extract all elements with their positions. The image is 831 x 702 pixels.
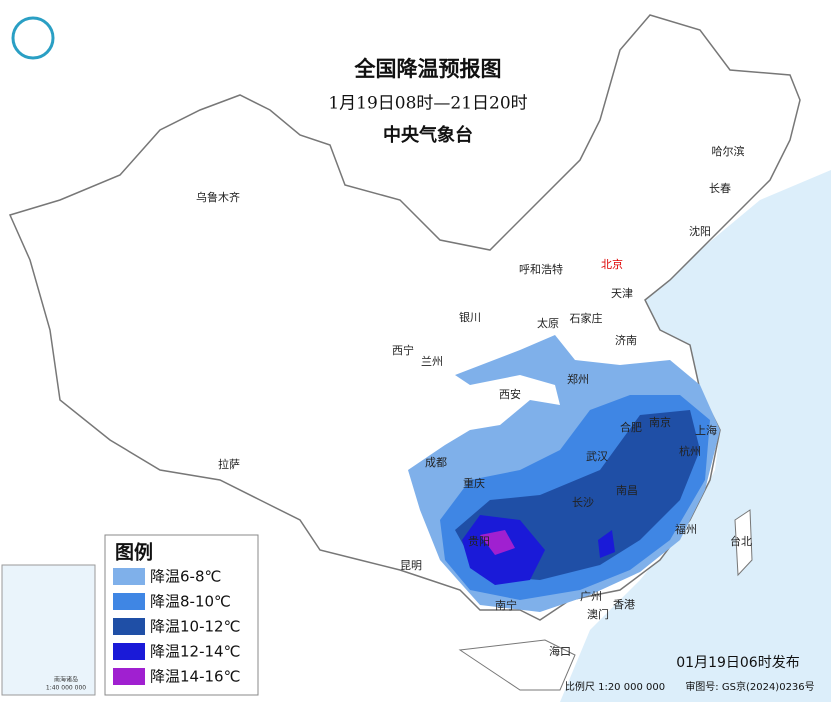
cooling-14-16: [480, 530, 515, 555]
city-label: 福州: [675, 522, 697, 536]
legend-label: 降温10-12℃: [150, 618, 240, 636]
scale: 比例尺 1:20 000 000: [565, 680, 665, 693]
inset-title: 南海诸岛: [54, 676, 78, 684]
title: 全国降温预报图: [354, 57, 502, 81]
sea: [560, 170, 831, 702]
city-label: 北京: [601, 257, 623, 271]
city-label: 重庆: [463, 476, 485, 490]
city-label: 长春: [709, 182, 731, 195]
city-label: 西宁: [392, 343, 414, 357]
city-label: 杭州: [679, 444, 701, 458]
legend-title: 图例: [115, 541, 153, 564]
city-label: 长沙: [572, 496, 594, 509]
legend-label: 降温6-8℃: [150, 568, 221, 586]
city-label: 济南: [615, 333, 637, 347]
city-label: 台北: [730, 534, 752, 548]
legend-label: 降温8-10℃: [150, 593, 231, 611]
city-label: 太原: [537, 317, 559, 330]
city-label: 合肥: [620, 420, 642, 434]
legend-swatch: [113, 668, 145, 685]
legend-swatch: [113, 643, 145, 660]
city-label: 南京: [649, 415, 671, 429]
city-label: 澳门: [587, 607, 609, 621]
city-label: 拉萨: [218, 457, 240, 471]
subtitle: 1月19日08时—21日20时: [328, 94, 527, 114]
city-label: 香港: [613, 598, 635, 611]
city-label: 成都: [425, 456, 447, 469]
city-label: 上海: [695, 423, 717, 437]
legend-swatch: [113, 618, 145, 635]
city-label: 昆明: [400, 559, 422, 572]
taiwan: [734, 509, 753, 577]
city-label: 西安: [499, 387, 521, 401]
city-label: 呼和浩特: [519, 262, 563, 276]
city-label: 贵阳: [468, 535, 490, 548]
city-label: 兰州: [421, 355, 443, 368]
legend-swatch: [113, 568, 145, 585]
inset-frame: [1, 564, 96, 696]
hainan: [458, 639, 576, 691]
city-label: 乌鲁木齐: [196, 190, 240, 204]
legend-label: 降温14-16℃: [150, 668, 240, 686]
city-label: 郑州: [567, 372, 589, 386]
city-label: 沈阳: [689, 224, 711, 238]
city-label: 南宁: [495, 598, 517, 612]
city-label: 海口: [549, 644, 571, 658]
city-label: 天津: [611, 287, 633, 300]
legend-items: 降温6-8℃ 降温8-10℃ 降温10-12℃ 降温12-14℃ 降温14-16℃: [113, 568, 240, 686]
city-label: 武汉: [586, 450, 608, 463]
issuer: 中央气象台: [383, 124, 473, 146]
inset-scale: 1:40 000 000: [46, 685, 86, 692]
approval: 审图号: GS京(2024)0236号: [685, 680, 814, 693]
city-label: 哈尔滨: [712, 144, 745, 158]
logo: [11, 16, 55, 60]
legend-swatch: [113, 593, 145, 610]
city-label: 石家庄: [570, 311, 603, 325]
city-label: 广州: [580, 590, 602, 603]
city-labels: 乌鲁木齐 哈尔滨长春沈阳呼和浩特 北京天津银川太原 石家庄济南西宁兰州西安 郑州合肥 南京…: [196, 144, 752, 658]
city-label: 南昌: [616, 484, 638, 497]
legend-label: 降温12-14℃: [150, 643, 240, 661]
issued-time: 01月19日06时发布: [676, 655, 799, 671]
city-label: 银川: [459, 310, 481, 324]
